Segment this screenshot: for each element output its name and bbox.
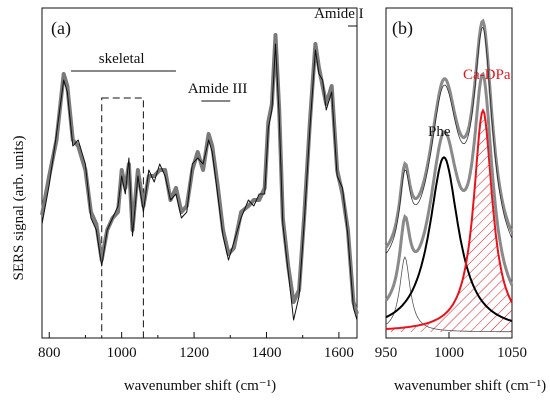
panel-b-x-axis-label: wavenumber shift (cm⁻¹) bbox=[394, 378, 546, 394]
panel-b-series bbox=[384, 18, 514, 333]
annotation-label: Amide I bbox=[314, 6, 364, 22]
x-tick-label: 1000 bbox=[107, 345, 137, 361]
skeletal-region-box bbox=[101, 97, 144, 339]
annotation-label: Amide III bbox=[188, 81, 248, 97]
panel-a-x-ticks: 800 1000 1200 1400 1600 bbox=[38, 332, 354, 361]
panel-a-x-axis-label: wavenumber shift (cm⁻¹) bbox=[124, 378, 276, 394]
annotation-label: skeletal bbox=[99, 51, 145, 67]
x-tick-label: 1000 bbox=[434, 345, 464, 361]
y-axis-label: SERS signal (arb. units) bbox=[11, 135, 27, 280]
x-tick-label: 1050 bbox=[497, 345, 527, 361]
panel-b-label-phe: Phe bbox=[428, 124, 451, 140]
x-tick-label: 1600 bbox=[324, 345, 354, 361]
panel-b-label-ca-dpa: Ca-DPa bbox=[463, 67, 511, 83]
x-tick-label: 1200 bbox=[179, 345, 209, 361]
phe-component-line bbox=[385, 156, 513, 322]
x-tick-label: 800 bbox=[38, 345, 61, 361]
ca-dpa-component-line bbox=[385, 108, 513, 330]
x-tick-label: 1400 bbox=[251, 345, 281, 361]
panel-a: (a) 800 1000 1200 1400 1600 skeletal Amide II… bbox=[38, 6, 364, 394]
series-measured-line bbox=[41, 43, 358, 321]
x-tick-label: 950 bbox=[375, 345, 398, 361]
component-small-peak bbox=[385, 256, 512, 333]
total-fit-line-upper bbox=[384, 18, 514, 249]
panel-b-label: (b) bbox=[392, 18, 413, 39]
series-fit-line bbox=[40, 33, 359, 315]
total-fit-line-lower bbox=[384, 71, 514, 302]
panel-b-x-ticks: 950 1000 1050 bbox=[375, 332, 527, 361]
measured-line bbox=[385, 26, 513, 254]
ca-dpa-hatch-fill bbox=[386, 110, 512, 332]
panel-a-label: (a) bbox=[51, 18, 71, 39]
panel-a-frame bbox=[41, 7, 358, 339]
panel-a-series bbox=[40, 33, 359, 321]
panel-b: (b) 950 1000 1050 Phe Ca-DPa wavenumber sh… bbox=[375, 7, 546, 394]
